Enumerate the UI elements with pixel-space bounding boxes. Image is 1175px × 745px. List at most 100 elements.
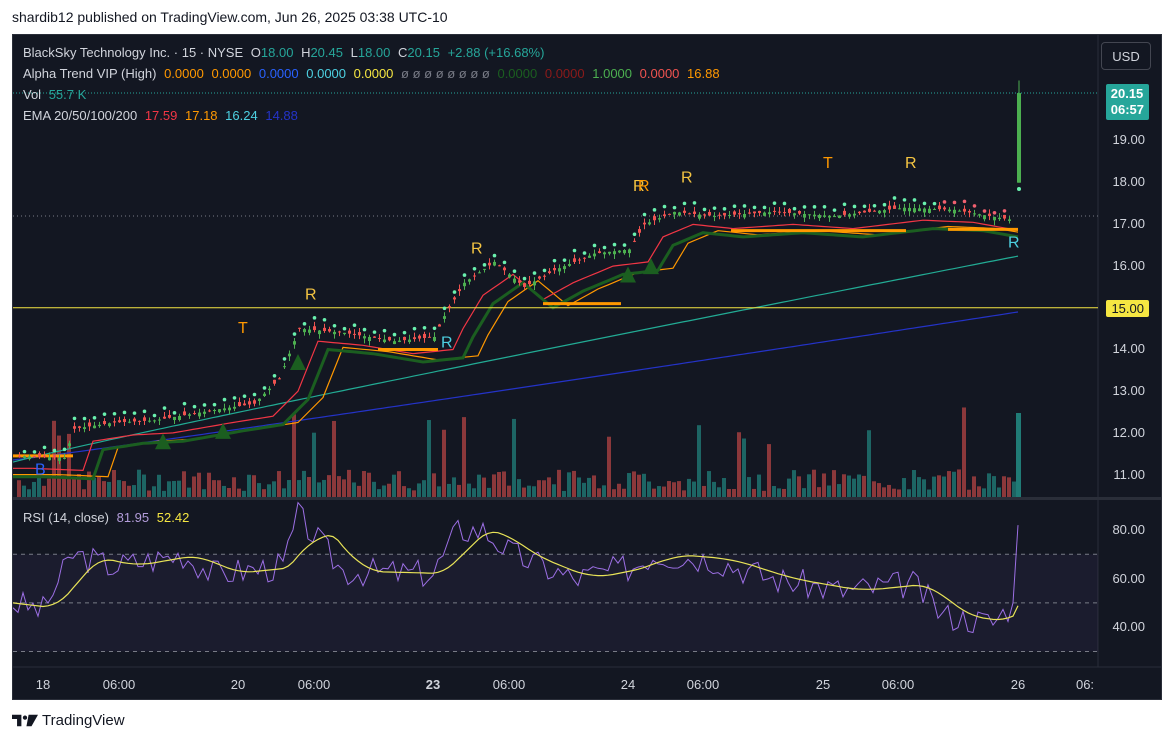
alpha-dot xyxy=(692,201,697,205)
alpha-dot xyxy=(542,268,547,273)
alpha-dot xyxy=(252,392,257,397)
volume-bar xyxy=(137,469,141,497)
volume-bar xyxy=(127,485,131,497)
volume-bar xyxy=(482,477,486,497)
volume-bar xyxy=(387,483,391,497)
candle-body xyxy=(768,212,771,215)
volume-bar xyxy=(742,438,746,497)
signal-label-t2: T xyxy=(823,155,833,172)
legend-vol-row[interactable]: Vol 55.7 K xyxy=(23,87,90,103)
volume-bar xyxy=(67,433,71,497)
alpha-dot xyxy=(882,202,887,207)
candle-body xyxy=(583,257,586,259)
volume-bar xyxy=(407,488,411,497)
alpha-dot xyxy=(1017,186,1021,191)
volume-bar xyxy=(547,477,551,497)
symbol-name[interactable]: BlackSky Technology Inc. · 15 · NYSE xyxy=(23,45,244,60)
alpha-name: Alpha Trend VIP (High) xyxy=(23,66,157,81)
volume-bar xyxy=(77,473,81,497)
volume-bar xyxy=(372,481,376,497)
volume-bar xyxy=(27,489,31,497)
volume-bar xyxy=(577,477,581,497)
volume-bar xyxy=(417,483,421,497)
candle-body xyxy=(783,212,786,214)
tradingview-logo-icon xyxy=(12,714,38,727)
volume-bar xyxy=(957,469,961,497)
candle-body xyxy=(418,335,421,339)
time-axis-label: 06: xyxy=(1075,677,1095,692)
candle-body xyxy=(683,210,686,213)
candle-body xyxy=(648,222,651,225)
volume-bar xyxy=(32,481,36,497)
candle-body xyxy=(848,214,851,217)
candle-body xyxy=(1008,219,1011,221)
signal-label-r7: R xyxy=(1008,234,1020,251)
volume-bar xyxy=(857,474,861,497)
time-axis-label: 26 xyxy=(1010,677,1026,692)
volume-bar xyxy=(167,481,171,497)
volume-bar xyxy=(822,473,826,497)
alpha-dot xyxy=(112,411,117,416)
alpha-dot xyxy=(402,330,407,335)
candle-body xyxy=(558,268,561,272)
alpha-dot xyxy=(742,204,747,208)
volume-bar xyxy=(452,477,456,497)
volume-bar xyxy=(487,487,491,497)
last-price: 20.15 xyxy=(1110,86,1144,101)
candle-body xyxy=(1003,214,1006,219)
alpha-dot xyxy=(22,449,27,454)
candle-body xyxy=(383,339,386,343)
volume-bar xyxy=(337,476,341,497)
alpha-dot xyxy=(442,306,447,311)
volume-bar xyxy=(272,481,276,497)
ema200-value: 14.88 xyxy=(265,108,298,123)
candle-body xyxy=(343,332,346,335)
candle-body xyxy=(83,427,86,430)
volume-bar xyxy=(697,425,701,497)
alpha-dot xyxy=(562,258,567,262)
candle-body xyxy=(808,214,811,216)
currency-button[interactable]: USD xyxy=(1101,42,1151,70)
volume-bar xyxy=(307,477,311,497)
candle-body xyxy=(128,421,131,423)
alpha-empty: ø ø ø ø ø ø ø ø xyxy=(401,66,490,81)
volume-bar xyxy=(342,479,346,497)
candle-body xyxy=(38,453,41,457)
volume-bar xyxy=(677,481,681,497)
legend-rsi-row[interactable]: RSI (14, close) 81.95 52.42 xyxy=(23,510,193,526)
volume-bar xyxy=(432,473,436,497)
alpha-dot xyxy=(582,251,587,255)
alpha-dot xyxy=(912,198,917,202)
price-axis-label: 16.00 xyxy=(1112,258,1145,273)
alpha-v5: 0.0000 xyxy=(353,66,394,81)
candle-body xyxy=(923,208,926,213)
candle-body xyxy=(113,421,116,423)
candle-body xyxy=(553,267,556,271)
volume-bar xyxy=(437,486,441,497)
volume-bar xyxy=(877,483,881,497)
price-axis-label: 18.00 xyxy=(1112,174,1145,189)
tradingview-footer[interactable]: TradingView xyxy=(12,712,125,729)
volume-bar xyxy=(897,489,901,497)
alpha-v8: 1.0000 xyxy=(592,66,633,81)
time-axis-label: 06:00 xyxy=(297,677,331,692)
alpha-dot xyxy=(32,450,37,454)
alpha-dot xyxy=(782,201,787,206)
alpha-dot xyxy=(972,204,977,208)
volume-bar xyxy=(667,481,671,497)
change-value: +2.88 (+16.68%) xyxy=(447,45,545,60)
legend-alpha-row[interactable]: Alpha Trend VIP (High) 0.0000 0.0000 0.0… xyxy=(23,66,724,82)
alpha-dot xyxy=(762,205,767,210)
alpha-dot xyxy=(552,258,557,263)
volume-bar xyxy=(427,420,431,497)
candle-body xyxy=(143,417,146,421)
volume-bar xyxy=(312,432,316,497)
rsi-axis-label: 40.00 xyxy=(1112,619,1145,634)
volume-bar xyxy=(282,488,286,497)
alpha-dot xyxy=(532,271,537,275)
alpha-dot xyxy=(272,373,277,378)
legend-ema-row[interactable]: EMA 20/50/100/200 17.59 17.18 16.24 14.8… xyxy=(23,108,302,124)
volume-bar xyxy=(587,477,591,497)
